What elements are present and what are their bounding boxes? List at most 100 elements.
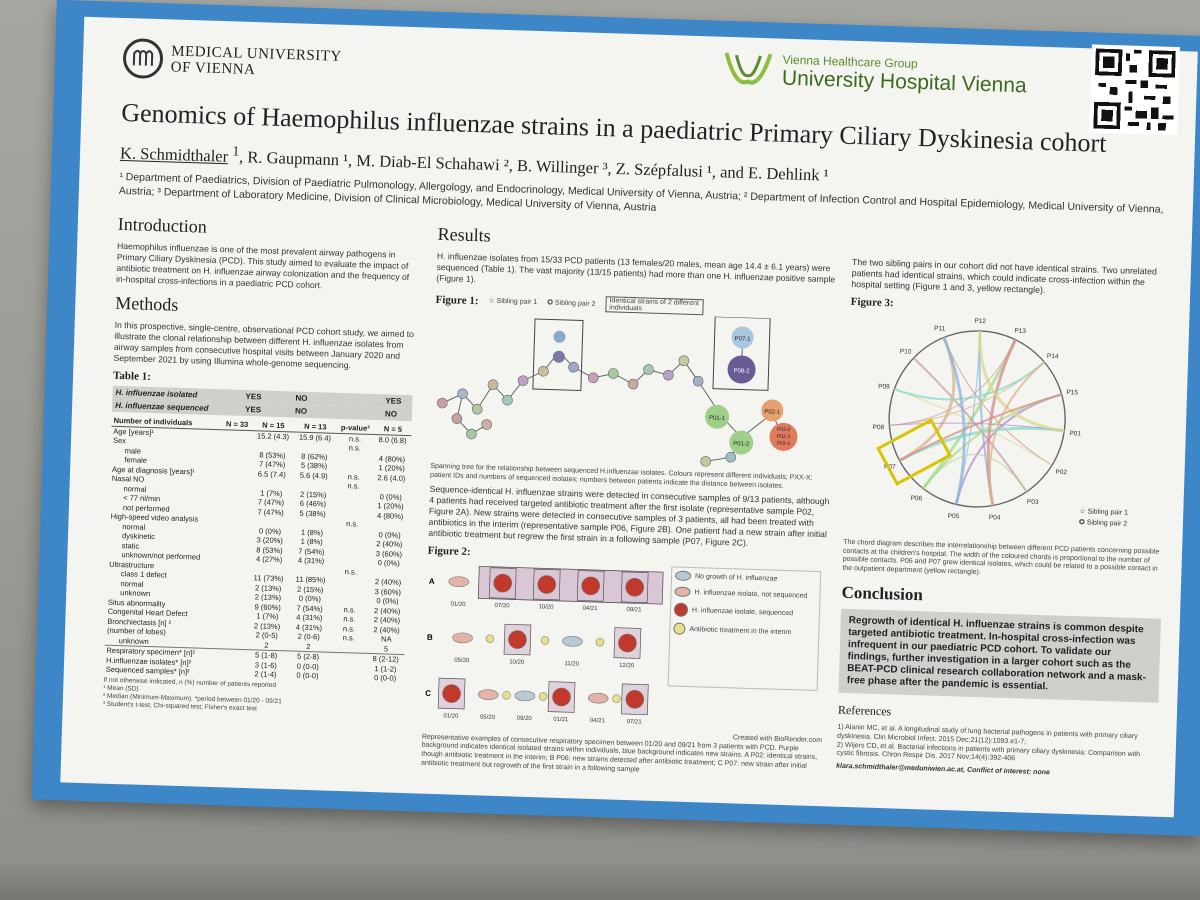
fig3-chord <box>942 336 966 505</box>
fig1-node <box>553 330 566 343</box>
fig3-chord <box>943 337 1053 466</box>
figure2-timeline: A 01/20 07/20 10/20 04/21 09/21 B 05/20 10/20 11/… <box>425 566 664 726</box>
fig2-sample-red <box>625 578 644 597</box>
fig2-date-label: 01/21 <box>553 717 569 723</box>
fig2-date-label: 09/20 <box>517 716 533 722</box>
fig1-node <box>643 364 654 375</box>
right-text1: The two sibling pairs in our cohort did … <box>851 256 1157 296</box>
poster-sheet: MEDICAL UNIVERSITY OF VIENNA Vienna Heal… <box>60 16 1198 818</box>
fig3-patient-label: P05 <box>948 513 960 520</box>
fig2-sample-pink <box>452 632 473 644</box>
fig2-sample-red <box>537 575 557 594</box>
fig1-node <box>517 375 529 386</box>
medical-university-logo: MEDICAL UNIVERSITY OF VIENNA <box>122 37 342 85</box>
fig3-patient-label: P13 <box>1014 328 1026 335</box>
methods-heading: Methods <box>115 292 179 315</box>
fig1-node-p02-group <box>769 422 798 451</box>
fig2-sample-blue <box>514 690 536 702</box>
fig3-chord <box>894 361 1046 401</box>
fig1-node <box>538 365 549 377</box>
fig3-chord <box>978 330 1065 433</box>
column-left: Introduction Haemophilus influenzae is o… <box>103 214 418 718</box>
fig3-chord <box>988 361 1046 506</box>
table1: Number of individuals N = 33 N = 15 N = … <box>104 415 412 684</box>
poster: MEDICAL UNIVERSITY OF VIENNA Vienna Heal… <box>31 0 1200 837</box>
svg-text:P07-1: P07-1 <box>734 336 751 343</box>
fig2-sample-pink <box>587 693 609 704</box>
figure1-label: Figure 1: <box>435 293 479 308</box>
fig2-date-label: 01/20 <box>450 602 466 608</box>
fig2-antibiotic-marker <box>595 638 605 647</box>
figure3-caption: The chord diagram describes the interrel… <box>842 538 1160 576</box>
fig2-sample-red <box>442 684 461 704</box>
column-right: The two sibling pairs in our cohort did … <box>836 237 1173 780</box>
fig1-node <box>725 451 737 463</box>
fig2-sample-frame <box>576 570 605 602</box>
fig1-node-p08-2 <box>727 355 756 384</box>
results-text2: Sequence-identical H. influenzae strains… <box>428 483 830 548</box>
svg-text:P02-4: P02-4 <box>777 441 791 447</box>
fig1-identical-box <box>532 318 584 391</box>
first-author: K. Schmidthaler <box>119 143 229 166</box>
fig2-sample-red <box>625 690 645 709</box>
fig2-date-label: 10/20 <box>538 604 554 610</box>
fig2-date-label: 04/21 <box>590 718 606 724</box>
column-middle: Results H. influenzae isolates from 15/3… <box>421 224 838 780</box>
conclusion-box: Regrowth of identical H. influenzae stra… <box>838 609 1161 704</box>
figure2-legend: No growth of H. influenzae H. influenzae… <box>667 566 822 692</box>
fig2-row-label: C <box>425 689 431 698</box>
fig1-node <box>481 419 493 430</box>
fig2-sample-blue <box>562 636 583 647</box>
fig2-date-label: 10/20 <box>509 660 525 666</box>
fig3-chord <box>922 454 1028 492</box>
svg-text:P08-2: P08-2 <box>733 368 750 375</box>
fig2-sample-red <box>493 574 513 593</box>
uhv-emblem-icon <box>724 52 773 85</box>
fig2-identical-background <box>477 566 664 605</box>
fig3-patient-label: P15 <box>1066 389 1078 396</box>
fig2-sample-pink <box>448 576 470 588</box>
fig3-patient-label: P14 <box>1047 353 1059 360</box>
introduction-text: Haemophilus influenzae is one of the mos… <box>115 240 410 291</box>
references-heading: References <box>837 703 892 719</box>
fig1-node <box>502 394 513 406</box>
fig1-edges <box>456 393 487 435</box>
fig2-legend-antibiotic: Antibiotic treatment in the interim <box>673 622 815 639</box>
fig2-sample-red <box>618 633 637 653</box>
fig1-node <box>692 375 704 387</box>
fig2-sample-frame <box>532 568 561 601</box>
fig3-patient-label: P08 <box>872 424 884 431</box>
fig3-patient-label: P09 <box>878 383 890 390</box>
fig2-date-label: 07/20 <box>494 603 510 609</box>
conclusion-heading: Conclusion <box>841 583 924 605</box>
fig3-chord <box>899 393 1062 462</box>
fig1-legend-sibling1: ☆ Sibling pair 1 <box>488 297 538 307</box>
university-hospital-logo: Vienna Healthcare Group University Hospi… <box>722 47 1028 99</box>
fig2-antibiotic-marker <box>485 634 495 644</box>
fig3-patient-label: P07 <box>884 464 896 471</box>
fig1-node-p01-1 <box>705 404 730 429</box>
fig2-antibiotic-marker <box>612 694 621 704</box>
fig3-patient-label: P03 <box>1027 499 1039 506</box>
fig1-node <box>568 361 579 373</box>
fig1-node <box>663 369 674 381</box>
fig2-antibiotic-marker <box>540 636 550 645</box>
fig2-row-label: A <box>429 577 435 586</box>
fig2-sample-pink <box>477 689 499 701</box>
fig3-chord <box>955 330 981 505</box>
fig3-patient-label: P04 <box>989 514 1001 521</box>
fig1-identical-box <box>712 316 771 391</box>
fig1-edges <box>442 351 699 411</box>
fig3-ring <box>888 330 1066 508</box>
fig1-node-p02-1 <box>761 399 784 422</box>
fig1-node-p07-1 <box>731 326 754 349</box>
figure3-chord-diagram: P11 P12 P13 P14 P15 P01 P02 P03 P04 P05 P06 P07 P08 P… <box>872 318 1128 528</box>
fig3-patient-label: P01 <box>1069 430 1081 437</box>
fig1-node <box>678 355 690 366</box>
fig1-node <box>552 350 565 363</box>
fig2-date-label: 05/20 <box>454 658 470 664</box>
fig1-node <box>700 456 711 467</box>
fig3-patient-label: P11 <box>934 325 946 332</box>
fig3-chord <box>889 339 1016 426</box>
fig1-node-p01-2 <box>729 430 754 455</box>
